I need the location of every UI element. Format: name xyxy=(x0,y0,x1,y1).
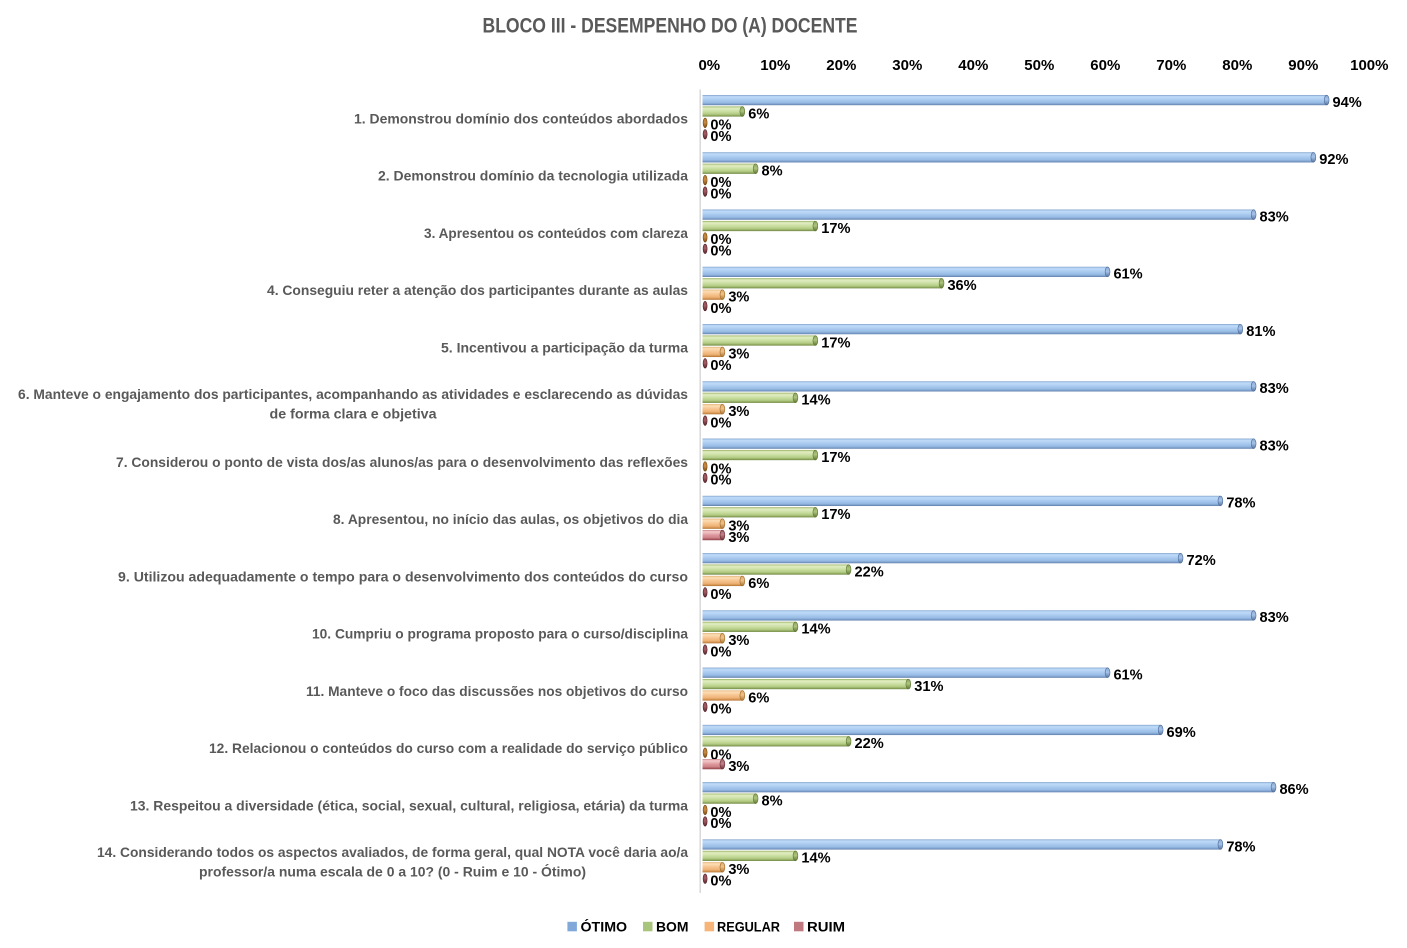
svg-text:3%: 3% xyxy=(728,347,749,363)
svg-text:de forma clara e objetiva: de forma clara e objetiva xyxy=(270,405,437,421)
svg-text:7. Considerou o ponto de vista: 7. Considerou o ponto de vista dos/as al… xyxy=(116,454,688,470)
svg-text:3%: 3% xyxy=(728,862,749,878)
svg-text:0%: 0% xyxy=(710,816,731,832)
svg-text:40%: 40% xyxy=(958,57,988,74)
svg-text:8. Apresentou, no início das a: 8. Apresentou, no início das aulas, os o… xyxy=(333,511,688,527)
svg-text:6. Manteve o engajamento dos p: 6. Manteve o engajamento dos participant… xyxy=(18,386,688,402)
svg-text:78%: 78% xyxy=(1226,496,1255,512)
svg-text:14%: 14% xyxy=(801,622,830,638)
svg-text:69%: 69% xyxy=(1167,725,1196,741)
svg-text:0%: 0% xyxy=(710,587,731,603)
svg-text:50%: 50% xyxy=(1024,57,1054,74)
svg-text:22%: 22% xyxy=(854,736,883,752)
svg-text:14. Considerando todos os aspe: 14. Considerando todos os aspectos avali… xyxy=(97,844,688,860)
svg-text:20%: 20% xyxy=(826,57,856,74)
svg-text:10%: 10% xyxy=(760,57,790,74)
svg-text:2. Demonstrou domínio da tecno: 2. Demonstrou domínio da tecnologia util… xyxy=(378,168,688,184)
svg-text:30%: 30% xyxy=(892,57,922,74)
svg-text:8%: 8% xyxy=(762,164,783,180)
svg-text:0%: 0% xyxy=(710,175,731,191)
svg-text:81%: 81% xyxy=(1246,324,1275,340)
svg-text:0%: 0% xyxy=(698,57,720,74)
svg-text:0%: 0% xyxy=(710,473,731,489)
svg-text:3%: 3% xyxy=(728,530,749,546)
svg-text:3%: 3% xyxy=(728,404,749,420)
svg-text:3. Apresentou os conteúdos com: 3. Apresentou os conteúdos com clareza xyxy=(424,225,688,241)
svg-text:6%: 6% xyxy=(748,106,769,122)
svg-text:BOM: BOM xyxy=(656,919,689,934)
svg-text:78%: 78% xyxy=(1226,839,1255,855)
svg-text:83%: 83% xyxy=(1260,209,1289,225)
svg-text:83%: 83% xyxy=(1260,381,1289,397)
svg-text:31%: 31% xyxy=(914,679,943,695)
svg-text:0%: 0% xyxy=(710,186,731,202)
svg-text:92%: 92% xyxy=(1319,152,1348,168)
svg-text:3%: 3% xyxy=(728,519,749,535)
svg-text:14%: 14% xyxy=(801,393,830,409)
svg-text:3%: 3% xyxy=(728,633,749,649)
svg-text:13. Respeitou a diversidade (é: 13. Respeitou a diversidade (ética, soci… xyxy=(130,797,688,813)
svg-text:12. Relacionou o conteúdos do: 12. Relacionou o conteúdos do curso com … xyxy=(209,740,688,756)
svg-text:61%: 61% xyxy=(1113,668,1142,684)
svg-text:8%: 8% xyxy=(762,793,783,809)
svg-text:17%: 17% xyxy=(821,450,850,466)
svg-text:36%: 36% xyxy=(947,278,976,294)
svg-text:22%: 22% xyxy=(854,564,883,580)
svg-text:17%: 17% xyxy=(821,507,850,523)
svg-text:11. Manteve o foco das discuss: 11. Manteve o foco das discussões nos ob… xyxy=(306,683,688,699)
svg-text:RUIM: RUIM xyxy=(807,919,845,934)
svg-text:0%: 0% xyxy=(710,805,731,821)
svg-text:60%: 60% xyxy=(1090,57,1120,74)
svg-text:0%: 0% xyxy=(710,415,731,431)
svg-text:94%: 94% xyxy=(1333,95,1362,111)
svg-text:100%: 100% xyxy=(1350,57,1388,74)
svg-text:72%: 72% xyxy=(1186,553,1215,569)
svg-text:10. Cumpriu o programa propost: 10. Cumpriu o programa proposto para o c… xyxy=(312,626,688,642)
svg-text:ÓTIMO: ÓTIMO xyxy=(581,919,628,934)
svg-text:5. Incentivou a participação d: 5. Incentivou a participação da turma xyxy=(441,339,688,355)
svg-text:17%: 17% xyxy=(821,335,850,351)
svg-text:0%: 0% xyxy=(710,461,731,477)
svg-text:0%: 0% xyxy=(710,702,731,718)
svg-text:0%: 0% xyxy=(710,301,731,317)
svg-text:9. Utilizou adequadamente o te: 9. Utilizou adequadamente o tempo para o… xyxy=(118,568,688,584)
svg-text:14%: 14% xyxy=(801,851,830,867)
svg-text:0%: 0% xyxy=(710,644,731,660)
svg-text:61%: 61% xyxy=(1113,267,1142,283)
svg-text:17%: 17% xyxy=(821,221,850,237)
svg-text:BLOCO III - DESEMPENHO DO (A): BLOCO III - DESEMPENHO DO (A) DOCENTE xyxy=(483,14,858,38)
svg-text:1. Demonstrou domínio dos cont: 1. Demonstrou domínio dos conteúdos abor… xyxy=(354,110,688,126)
svg-text:83%: 83% xyxy=(1260,438,1289,454)
svg-text:83%: 83% xyxy=(1260,610,1289,626)
svg-text:professor/a numa escala de 0 a: professor/a numa escala de 0 a 10? (0 - … xyxy=(199,862,586,879)
svg-text:86%: 86% xyxy=(1279,782,1308,798)
svg-text:70%: 70% xyxy=(1156,57,1186,74)
svg-text:0%: 0% xyxy=(710,129,731,145)
svg-text:0%: 0% xyxy=(710,358,731,374)
svg-text:6%: 6% xyxy=(748,576,769,592)
svg-text:0%: 0% xyxy=(710,873,731,889)
svg-text:0%: 0% xyxy=(710,232,731,248)
svg-text:REGULAR: REGULAR xyxy=(717,919,780,934)
svg-text:4. Conseguiu reter a atenção d: 4. Conseguiu reter a atenção dos partici… xyxy=(267,282,688,298)
svg-text:0%: 0% xyxy=(710,118,731,134)
svg-text:90%: 90% xyxy=(1288,57,1318,74)
svg-text:80%: 80% xyxy=(1222,57,1252,74)
svg-text:3%: 3% xyxy=(728,759,749,775)
svg-text:3%: 3% xyxy=(728,289,749,305)
svg-text:0%: 0% xyxy=(710,244,731,260)
svg-text:6%: 6% xyxy=(748,690,769,706)
